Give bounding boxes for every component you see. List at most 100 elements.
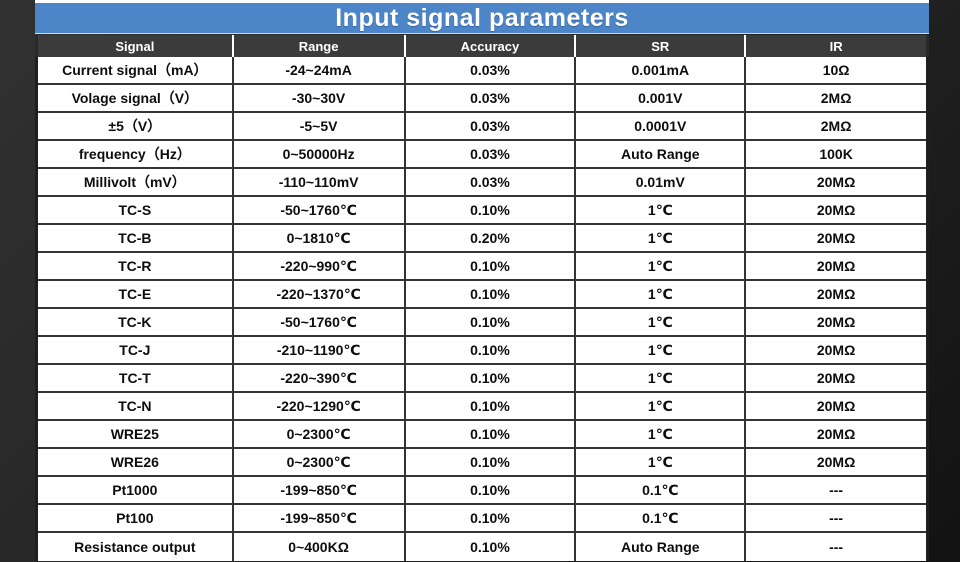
value-cell: 0.03% bbox=[406, 169, 577, 195]
value-cell: 0.10% bbox=[406, 281, 577, 307]
column-header-accuracy: Accuracy bbox=[406, 35, 577, 57]
value-cell: 0.20% bbox=[406, 225, 577, 251]
table-row: Volage signal（V） -30~30V 0.03% 0.001V 2MΩ bbox=[38, 85, 926, 113]
value-cell: 0.10% bbox=[406, 533, 577, 561]
value-cell: -199~850℃ bbox=[234, 477, 406, 503]
value-cell: 0.10% bbox=[406, 309, 577, 335]
value-cell: 20MΩ bbox=[816, 426, 856, 442]
signal-cell: TC-N bbox=[38, 393, 234, 419]
value-cell: -5~5V bbox=[234, 113, 406, 139]
value-cell: 20MΩ bbox=[816, 202, 856, 218]
signal-cell: WRE26 bbox=[38, 449, 234, 475]
table-row: TC-K -50~1760℃ 0.10% 1℃ 20MΩ bbox=[38, 309, 926, 337]
value-cell: 0.0001V bbox=[576, 113, 747, 139]
value-cell: 0~2300℃ bbox=[234, 421, 406, 447]
value-cell: 0.10% bbox=[406, 365, 577, 391]
value-cell: 1℃ bbox=[576, 225, 747, 251]
value-cell: 0.10% bbox=[406, 197, 577, 223]
value-cell: 1℃ bbox=[576, 365, 747, 391]
value-cell: 0~1810℃ bbox=[234, 225, 406, 251]
value-cell: 1℃ bbox=[576, 421, 747, 447]
signal-cell: frequency（Hz） bbox=[38, 141, 234, 167]
value-cell: -50~1760℃ bbox=[234, 309, 406, 335]
value-cell: 20MΩ bbox=[816, 370, 856, 386]
signal-cell: TC-B bbox=[38, 225, 234, 251]
value-cell: 1℃ bbox=[576, 197, 747, 223]
table-row: Current signal（mA） -24~24mA 0.03% 0.001mA 10… bbox=[38, 57, 926, 85]
signal-cell: TC-R bbox=[38, 253, 234, 279]
value-cell: 1℃ bbox=[576, 253, 747, 279]
value-cell: 0.10% bbox=[406, 253, 577, 279]
value-cell: 0.03% bbox=[406, 113, 577, 139]
value-cell: 0.01mV bbox=[576, 169, 747, 195]
value-cell: 0.03% bbox=[406, 141, 577, 167]
value-cell: 0~400KΩ bbox=[234, 533, 406, 561]
value-cell: 20MΩ bbox=[816, 454, 856, 470]
value-cell: 2MΩ bbox=[820, 90, 852, 106]
table-row: ±5（V） -5~5V 0.03% 0.0001V 2MΩ bbox=[38, 113, 926, 141]
column-header-signal: Signal bbox=[38, 35, 234, 57]
table-row: TC-S -50~1760℃ 0.10% 1℃ 20MΩ bbox=[38, 197, 926, 225]
value-cell: -220~990℃ bbox=[234, 253, 406, 279]
value-cell: 1℃ bbox=[576, 309, 747, 335]
table-row: TC-T -220~390℃ 0.10% 1℃ 20MΩ bbox=[38, 365, 926, 393]
column-header-sr: SR bbox=[576, 35, 747, 57]
signal-cell: Resistance output bbox=[38, 533, 234, 561]
table-row: TC-B 0~1810℃ 0.20% 1℃ 20MΩ bbox=[38, 225, 926, 253]
signal-cell: Pt100 bbox=[38, 505, 234, 531]
value-cell: 1℃ bbox=[576, 281, 747, 307]
table-header: Signal Range Accuracy SR IR bbox=[35, 35, 929, 57]
table-row: TC-N -220~1290℃ 0.10% 1℃ 20MΩ bbox=[38, 393, 926, 421]
signal-cell: TC-T bbox=[38, 365, 234, 391]
value-cell: -199~850℃ bbox=[234, 505, 406, 531]
value-cell: Auto Range bbox=[576, 141, 747, 167]
value-cell: 20MΩ bbox=[816, 286, 856, 302]
table-row: Resistance output 0~400KΩ 0.10% Auto Range -… bbox=[38, 533, 926, 561]
table-title: Input signal parameters bbox=[35, 0, 929, 34]
value-cell: 20MΩ bbox=[816, 398, 856, 414]
table-body: Current signal（mA） -24~24mA 0.03% 0.001mA 10… bbox=[35, 57, 929, 561]
value-cell: -210~1190℃ bbox=[234, 337, 406, 363]
value-cell: 100K bbox=[819, 146, 853, 162]
value-cell: 0.03% bbox=[406, 85, 577, 111]
signal-cell: Current signal（mA） bbox=[38, 57, 234, 83]
value-cell: 0.1℃ bbox=[576, 505, 747, 531]
column-header-range: Range bbox=[234, 35, 406, 57]
value-cell: 0.10% bbox=[406, 477, 577, 503]
value-cell: 10Ω bbox=[822, 62, 850, 78]
value-cell: 20MΩ bbox=[816, 314, 856, 330]
value-cell: 20MΩ bbox=[816, 174, 856, 190]
value-cell: 2MΩ bbox=[820, 118, 852, 134]
value-cell: 0.001V bbox=[576, 85, 747, 111]
value-cell: 0.10% bbox=[406, 393, 577, 419]
table-row: WRE25 0~2300℃ 0.10% 1℃ 20MΩ bbox=[38, 421, 926, 449]
table-row: Pt100 -199~850℃ 0.10% 0.1℃ --- bbox=[38, 505, 926, 533]
signal-cell: ±5（V） bbox=[38, 113, 234, 139]
signal-cell: TC-E bbox=[38, 281, 234, 307]
value-cell: -220~1370℃ bbox=[234, 281, 406, 307]
signal-cell: Pt1000 bbox=[38, 477, 234, 503]
value-cell: 0~50000Hz bbox=[234, 141, 406, 167]
value-cell: 1℃ bbox=[576, 337, 747, 363]
value-cell: 0.10% bbox=[406, 337, 577, 363]
value-cell: --- bbox=[829, 510, 844, 526]
signal-cell: Volage signal（V） bbox=[38, 85, 234, 111]
value-cell: 20MΩ bbox=[816, 258, 856, 274]
value-cell: -220~1290℃ bbox=[234, 393, 406, 419]
value-cell: 20MΩ bbox=[816, 230, 856, 246]
value-cell: 0.1℃ bbox=[576, 477, 747, 503]
signal-cell: Millivolt（mV） bbox=[38, 169, 234, 195]
value-cell: 0~2300℃ bbox=[234, 449, 406, 475]
column-header-ir: IR bbox=[829, 38, 843, 54]
input-signal-parameters-table: Input signal parameters Signal Range Accur… bbox=[35, 0, 929, 562]
value-cell: 0.001mA bbox=[576, 57, 747, 83]
value-cell: 0.10% bbox=[406, 421, 577, 447]
value-cell: --- bbox=[829, 482, 844, 498]
table-row: frequency（Hz） 0~50000Hz 0.03% Auto Range 100… bbox=[38, 141, 926, 169]
value-cell: -220~390℃ bbox=[234, 365, 406, 391]
table-row: TC-E -220~1370℃ 0.10% 1℃ 20MΩ bbox=[38, 281, 926, 309]
value-cell: 0.10% bbox=[406, 505, 577, 531]
value-cell: 0.03% bbox=[406, 57, 577, 83]
table-row: WRE26 0~2300℃ 0.10% 1℃ 20MΩ bbox=[38, 449, 926, 477]
